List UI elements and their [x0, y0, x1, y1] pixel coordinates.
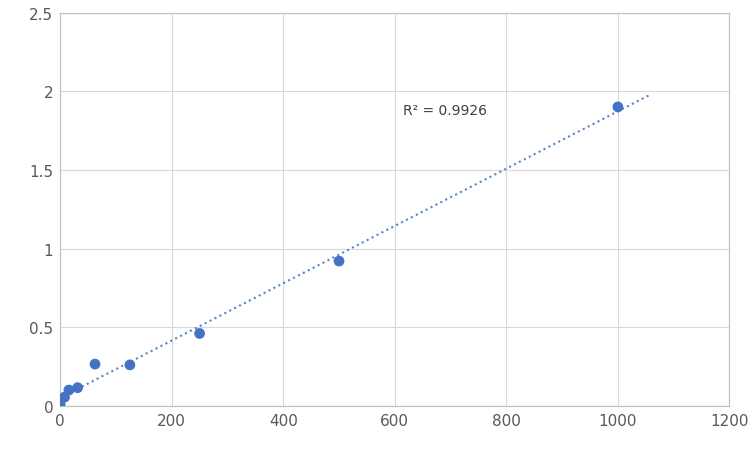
Text: R² = 0.9926: R² = 0.9926 [403, 104, 487, 118]
Point [193, 330, 205, 337]
Point [59, 394, 71, 401]
Point [89, 361, 101, 368]
Point [333, 258, 345, 265]
Point [63, 387, 75, 394]
Point [71, 384, 83, 391]
Point [124, 362, 136, 369]
Point [54, 401, 66, 408]
Point [612, 104, 624, 111]
